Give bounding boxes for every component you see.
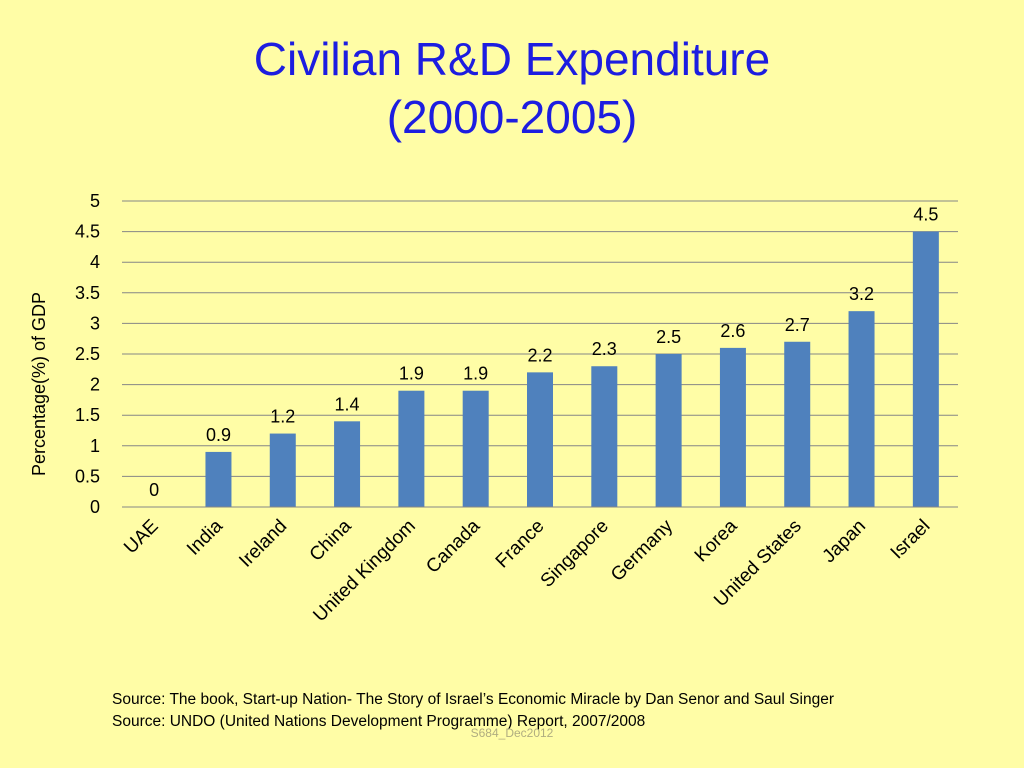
data-label: 0.9 (206, 425, 231, 445)
bar (912, 231, 939, 507)
y-axis-label: Percentage(%) of GDP (29, 292, 49, 476)
y-tick-label: 3.5 (75, 283, 100, 303)
x-tick-label: Germany (607, 515, 677, 585)
bar (719, 347, 746, 507)
data-label: 0 (149, 480, 159, 500)
bar (398, 390, 425, 507)
y-tick-label: 1 (90, 436, 100, 456)
y-axis-tick-labels: 0 0.5 1 1.5 2 2.5 3 3.5 4 4.5 5 (75, 191, 100, 517)
source-line-2: Source: UNDO (United Nations Development… (112, 713, 646, 730)
y-tick-label: 3 (90, 313, 100, 333)
bar (462, 390, 489, 507)
x-tick-label: UAE (120, 516, 162, 558)
x-tick-label: Israel (887, 516, 935, 564)
data-label: 2.6 (720, 321, 745, 341)
bar (334, 421, 361, 507)
data-label: 1.9 (399, 364, 424, 384)
x-tick-label: India (183, 515, 227, 559)
y-tick-label: 0.5 (75, 466, 100, 486)
data-label: 2.7 (785, 315, 810, 335)
x-tick-label: Korea (691, 515, 742, 566)
bar-chart: 0 0.5 1 1.5 2 2.5 3 3.5 4 4.5 5 0 0.9 1.2 1.4 1.9 1.9 2.… (29, 191, 958, 626)
y-tick-label: 5 (90, 191, 100, 211)
source-line-1: Source: The book, Start-up Nation- The S… (112, 691, 834, 708)
data-label: 2.2 (527, 345, 552, 365)
sources: Source: The book, Start-up Nation- The S… (112, 689, 834, 733)
x-tick-label: Ireland (235, 516, 291, 572)
bar (591, 366, 618, 507)
y-tick-label: 4.5 (75, 222, 100, 242)
bar (527, 372, 553, 507)
y-tick-label: 2.5 (75, 344, 100, 364)
bar (784, 341, 811, 507)
slide-title-line-1: Civilian R&D Expenditure (253, 33, 771, 85)
data-label: 1.4 (335, 394, 360, 414)
x-tick-label: France (492, 516, 549, 573)
data-label: 1.9 (463, 364, 488, 384)
x-tick-label: China (306, 515, 356, 565)
bar (655, 354, 682, 507)
data-label: 3.2 (849, 284, 874, 304)
y-tick-label: 0 (90, 497, 100, 517)
bar (205, 451, 232, 507)
x-tick-label: Japan (819, 516, 870, 567)
x-tick-label: Canada (422, 515, 484, 577)
data-labels: 0 0.9 1.2 1.4 1.9 1.9 2.2 2.3 2.5 2.6 2.7 3.2 4.5 (149, 205, 938, 500)
data-label: 2.5 (656, 327, 681, 347)
slide-title-line-2: (2000-2005) (386, 91, 638, 143)
data-label: 4.5 (913, 205, 938, 225)
y-tick-label: 4 (90, 252, 100, 272)
data-label: 2.3 (592, 339, 617, 359)
footer-watermark: S684_Dec2012 (470, 726, 554, 740)
y-tick-label: 1.5 (75, 405, 100, 425)
x-tick-label: Singapore (537, 516, 613, 592)
data-label: 1.2 (270, 407, 295, 427)
slide-title: Civilian R&D Expenditure (2000-2005) (0, 30, 1024, 146)
bar (269, 433, 296, 507)
bars (205, 231, 939, 507)
bar (848, 311, 875, 507)
y-tick-label: 2 (90, 375, 100, 395)
